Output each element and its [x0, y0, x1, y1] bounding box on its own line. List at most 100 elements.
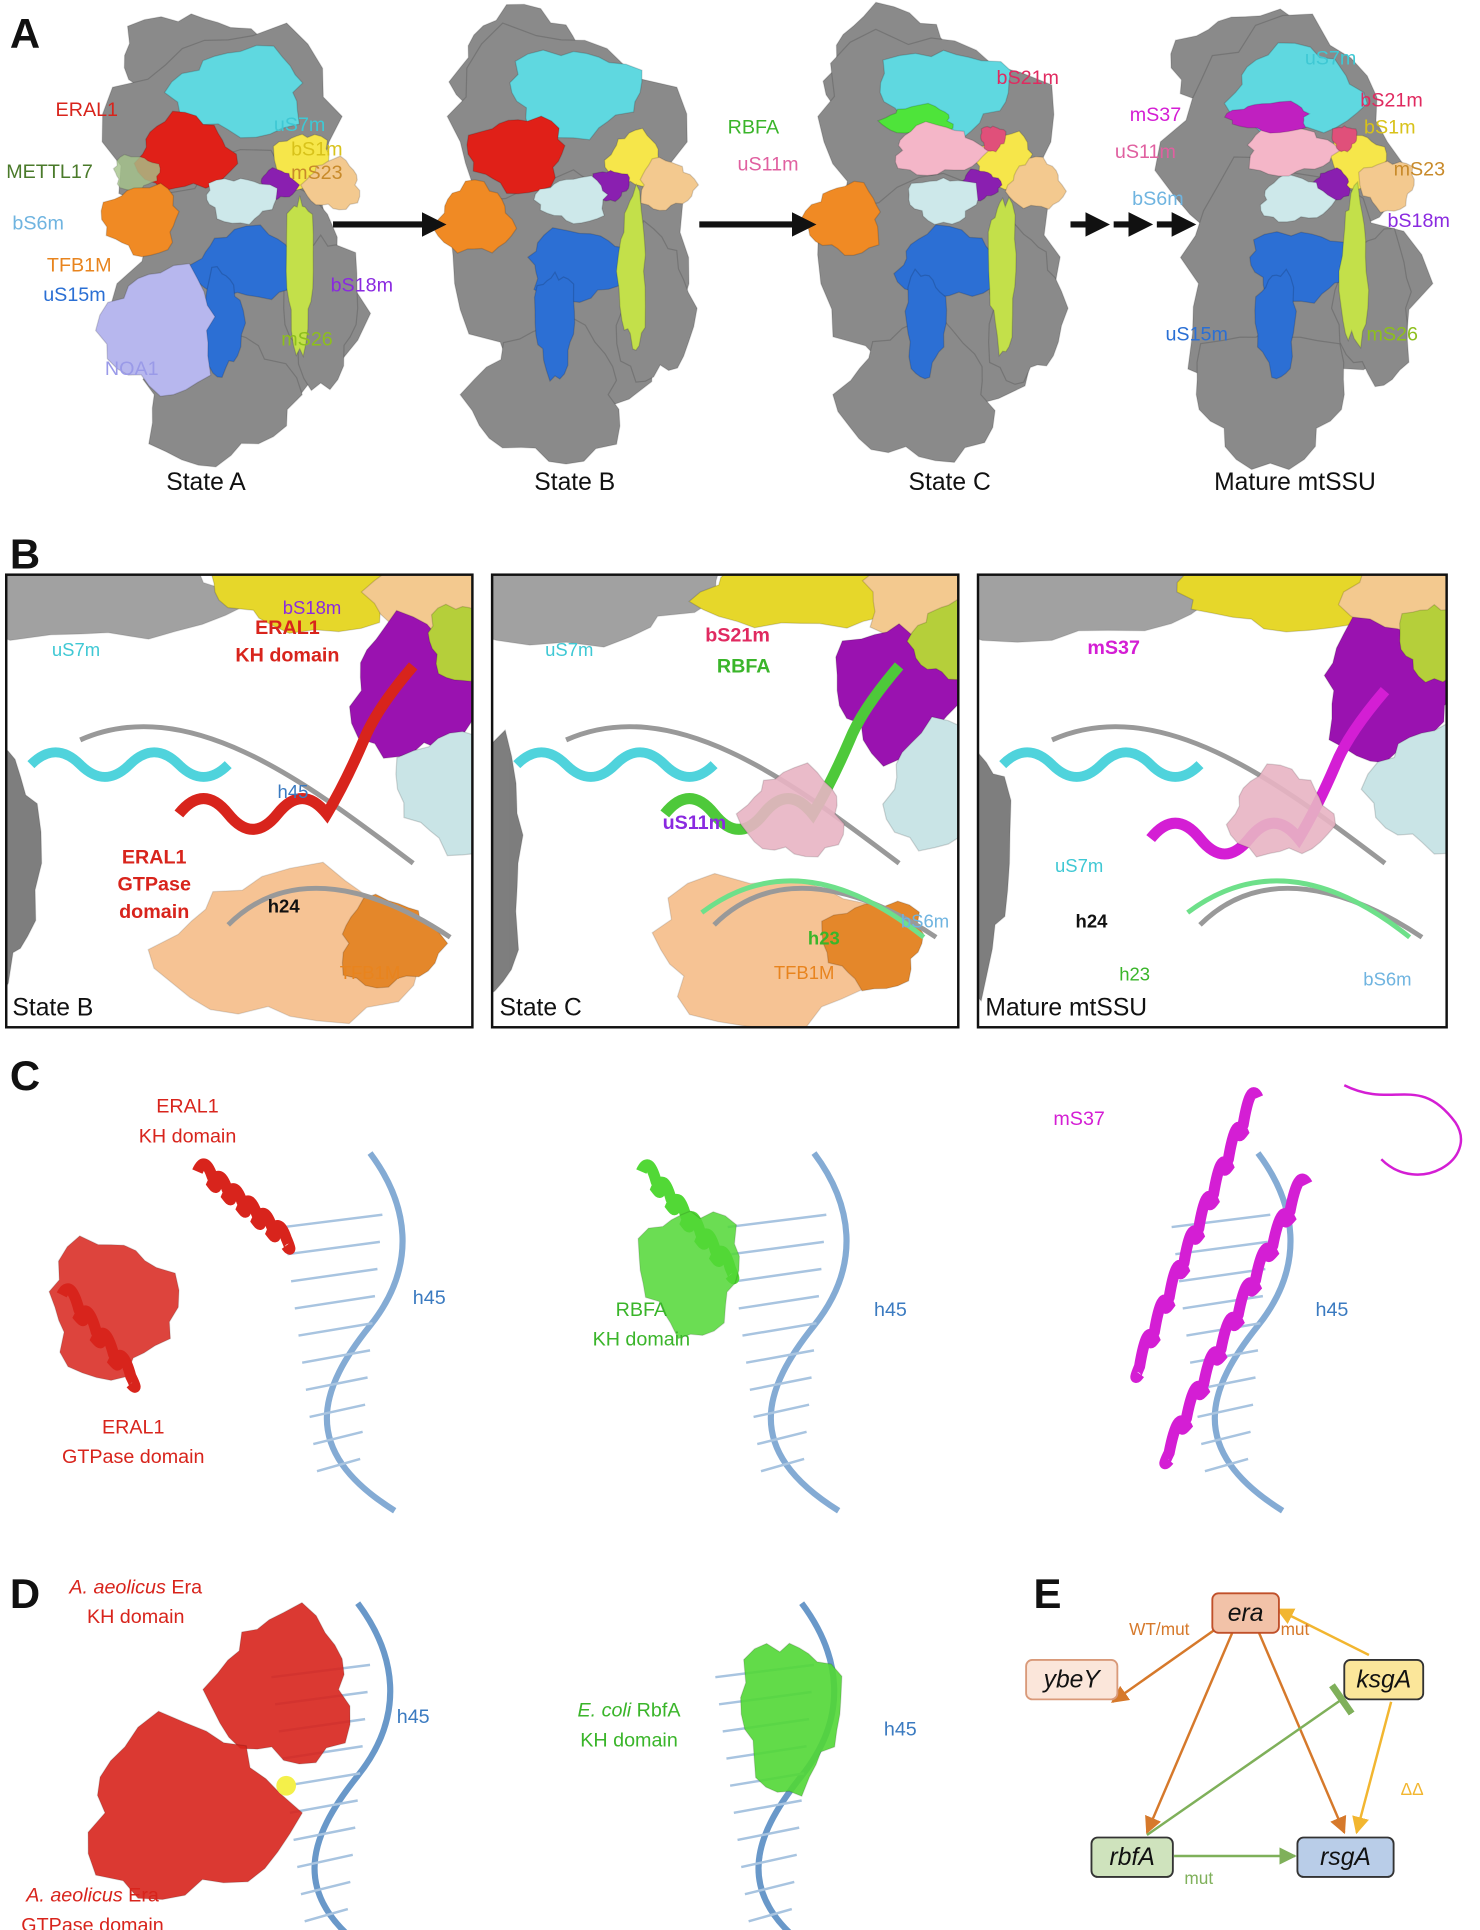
surface-blob — [1195, 326, 1345, 471]
surface-blob — [94, 263, 216, 397]
surface-blob — [688, 574, 913, 629]
rna-helix — [565, 724, 938, 940]
protein-ribbon — [192, 1158, 296, 1255]
labels: AERAL1METTL17bS6mTFB1MuS15mNOA1uS7mbS1mm… — [6, 10, 1450, 1930]
label: bS6m — [901, 910, 949, 931]
frame — [976, 573, 1448, 1029]
label: h23 — [1119, 963, 1150, 984]
protein-name: RbfA — [637, 1700, 682, 1722]
label: WT/mut — [1129, 1619, 1190, 1639]
label: NOA1 — [105, 358, 159, 380]
label: KH domain — [87, 1606, 185, 1628]
rna-rung — [749, 1376, 812, 1392]
surface-blob — [492, 574, 719, 648]
label: RBFA — [728, 116, 780, 138]
label: uS7m — [274, 114, 326, 136]
label: rsgA — [1320, 1844, 1371, 1871]
protein-name: Era — [128, 1885, 159, 1907]
rna-rung — [748, 1907, 793, 1923]
surface-blob — [904, 268, 948, 380]
surface-blob — [1004, 155, 1068, 211]
label: E — [1034, 1570, 1062, 1617]
label: GTPase domain — [21, 1915, 163, 1930]
label: C — [10, 1052, 40, 1099]
label: h45 — [1315, 1299, 1348, 1321]
surface-blob — [1360, 723, 1447, 855]
rna-helix — [700, 878, 926, 940]
rna-rung — [753, 1403, 810, 1419]
surface-blob — [459, 315, 621, 465]
surface-blob — [978, 574, 1231, 643]
label: ERAL1 — [255, 617, 320, 639]
protein-ribbon — [1159, 1173, 1313, 1470]
surface-blob — [894, 120, 990, 177]
structure — [800, 1, 1069, 463]
label: h45 — [884, 1718, 917, 1740]
label: h45 — [413, 1287, 446, 1309]
surface-blob — [1225, 763, 1337, 858]
metal-ion — [276, 1775, 297, 1796]
surface-blob — [147, 861, 420, 1025]
label: bS1m — [291, 139, 343, 161]
rna-rung — [301, 1349, 371, 1364]
node-box — [1025, 1658, 1119, 1701]
closeup — [6, 574, 473, 1028]
label: h24 — [268, 896, 301, 917]
rna-rung — [1171, 1213, 1271, 1229]
species: A. aeolicus — [25, 1885, 123, 1907]
rna-rung — [285, 1772, 361, 1787]
species: E. coli — [577, 1700, 631, 1722]
edge — [1146, 1683, 1355, 1837]
label: mS37 — [1130, 104, 1182, 126]
helix-ribbon — [27, 747, 232, 782]
surface-blob — [739, 1642, 843, 1797]
edge — [1276, 1608, 1370, 1657]
surface-blob — [1254, 268, 1297, 380]
surface-blob — [112, 153, 161, 192]
rna-rung — [756, 1430, 807, 1446]
rna-backbone — [323, 1151, 406, 1514]
label: uS11m — [663, 812, 727, 834]
label: GTPase domain — [62, 1446, 204, 1468]
label: ybeY — [1042, 1666, 1102, 1693]
rna-helix — [1186, 878, 1412, 940]
label: mut — [1281, 1619, 1310, 1639]
surface-blob — [1246, 122, 1342, 177]
frame — [4, 573, 474, 1029]
label: bS1m — [1364, 116, 1416, 138]
frame — [490, 573, 960, 1029]
surface-blob — [211, 574, 413, 635]
rna-backbone — [311, 1601, 394, 1930]
rna-rung — [733, 1799, 802, 1815]
label: bS18m — [1387, 210, 1449, 232]
label: mS26 — [281, 329, 333, 351]
label: uS15m — [43, 284, 105, 306]
label: A. aeolicus Era — [25, 1885, 159, 1907]
label: TFB1M — [774, 962, 835, 983]
surface-blob — [832, 313, 996, 463]
rna-rung — [740, 1853, 797, 1869]
surface-blob — [163, 44, 304, 139]
label: Mature mtSSU — [1214, 469, 1376, 496]
label: era — [1228, 1600, 1264, 1627]
rna-rung — [289, 1799, 358, 1815]
surface-blob — [48, 1235, 180, 1381]
label: h24 — [1076, 910, 1109, 931]
surface-blob — [639, 156, 700, 212]
surface-blob — [202, 1601, 351, 1765]
surface-blob — [1358, 160, 1415, 214]
protein-ribbon — [1130, 1087, 1264, 1383]
protein-name: Era — [171, 1577, 202, 1599]
rna-rung — [316, 1457, 361, 1473]
label: mS37 — [1053, 1108, 1105, 1130]
surface-blob — [987, 196, 1017, 358]
surface-blob — [1338, 180, 1370, 350]
rna-rung — [1182, 1294, 1264, 1310]
surface-blob — [615, 182, 647, 351]
rna-rung — [1200, 1430, 1251, 1446]
label: bS6m — [1132, 188, 1184, 210]
rna-backbone — [767, 1151, 850, 1514]
label: bS21m — [1360, 89, 1422, 111]
label: rbfA — [1110, 1844, 1155, 1871]
label: uS7m — [52, 639, 100, 660]
